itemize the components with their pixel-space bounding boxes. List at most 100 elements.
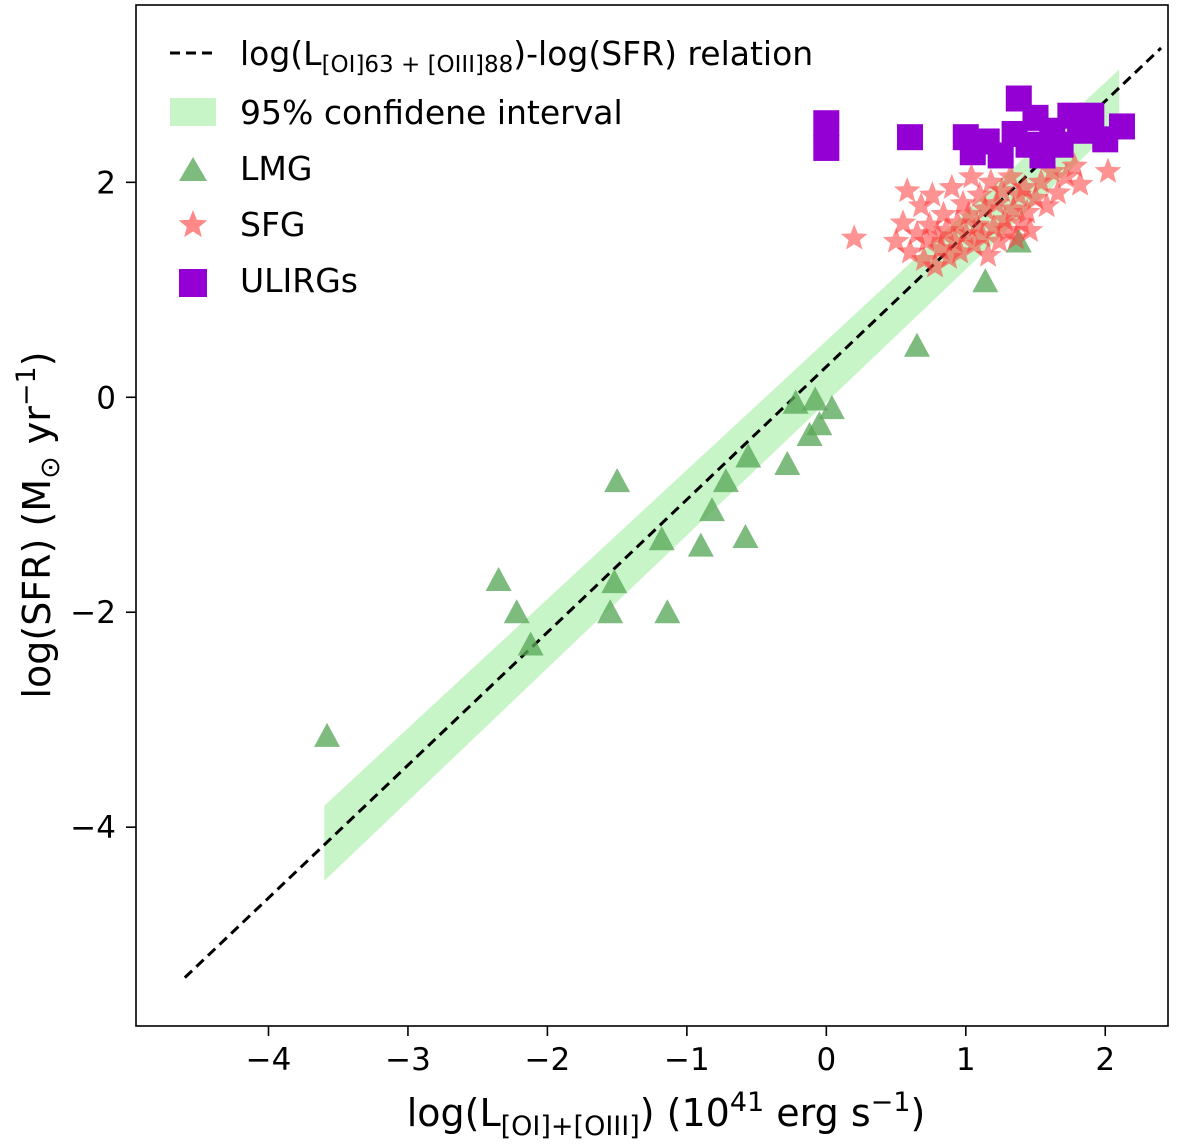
sfg-point xyxy=(1011,173,1038,199)
y-tick-label: 0 xyxy=(96,380,116,416)
sfg-point xyxy=(988,176,1016,203)
lmg-point xyxy=(782,389,809,414)
sfg-point xyxy=(938,173,966,199)
lmg-point xyxy=(604,468,631,493)
legend-lmg-swatch xyxy=(179,157,207,181)
y-axis-label: log(SFR) (M⊙ yr−1) xyxy=(11,351,66,698)
x-tick-label: −4 xyxy=(246,1042,292,1078)
sfg-point xyxy=(941,227,968,253)
sfg-point xyxy=(893,176,921,203)
sfg-point xyxy=(889,209,917,235)
x-tick-label: −2 xyxy=(525,1042,571,1078)
sfg-point xyxy=(1033,192,1060,218)
sfg-point xyxy=(935,243,963,269)
sfg-point xyxy=(999,195,1027,221)
sfg-point xyxy=(1027,168,1055,194)
x-axis-ticks: −4 −3 −2 −1 0 1 2 xyxy=(246,1026,1115,1078)
y-tick-label: −2 xyxy=(70,595,116,631)
lmg-point xyxy=(972,268,999,293)
lmg-point xyxy=(597,599,624,624)
y-tick-label: 2 xyxy=(96,165,116,201)
sfg-point xyxy=(907,192,935,218)
confidence-band xyxy=(324,69,1120,881)
lmg-point xyxy=(601,569,628,594)
sfg-point xyxy=(1094,157,1122,183)
x-tick-label: 2 xyxy=(1095,1042,1115,1078)
legend-lmg-text: LMG xyxy=(240,149,312,188)
sfg-point xyxy=(1061,152,1088,178)
sfg-point xyxy=(882,227,910,253)
sfg-point xyxy=(980,213,1007,239)
lmg-point xyxy=(802,386,829,411)
sfg-point xyxy=(903,219,931,246)
x-tick-label: −3 xyxy=(385,1042,431,1078)
sfg-series-layer xyxy=(840,152,1122,278)
sfg-point xyxy=(985,227,1013,253)
legend-band-swatch xyxy=(170,98,216,126)
legend-ulirgs-text: ULIRGs xyxy=(240,261,358,300)
sfg-point xyxy=(974,241,1002,267)
sfg-point xyxy=(972,195,999,221)
sfg-point xyxy=(896,238,924,264)
sfg-point xyxy=(1044,179,1072,205)
x-tick-label: 1 xyxy=(956,1042,976,1078)
lmg-point xyxy=(517,631,544,656)
ulirgs-point xyxy=(897,124,923,151)
ulirgs-point xyxy=(1078,102,1105,129)
lmg-point xyxy=(712,468,739,493)
x-axis-label: log(L[OI]+[OIII]) (1041 erg s−1) xyxy=(407,1087,926,1142)
sfg-point xyxy=(1013,198,1041,224)
sfg-point xyxy=(919,181,946,207)
sfg-point xyxy=(960,230,988,256)
sfg-point xyxy=(916,211,943,237)
sfg-point xyxy=(930,200,957,226)
sfg-point xyxy=(1002,224,1030,250)
sfg-point xyxy=(955,200,982,226)
sfg-point xyxy=(966,181,993,207)
sfg-point xyxy=(952,219,980,246)
sfg-point xyxy=(944,209,971,235)
sfg-point xyxy=(994,216,1021,242)
sfg-point xyxy=(924,222,952,248)
y-tick-label: −4 xyxy=(70,810,116,846)
sfg-point xyxy=(958,163,985,189)
legend-ulirgs-swatch xyxy=(179,269,207,297)
sfg-point xyxy=(1052,163,1080,189)
sfg-point xyxy=(946,238,974,264)
sfg-point xyxy=(969,222,996,248)
sfg-point xyxy=(840,224,868,250)
lmg-point xyxy=(774,450,801,475)
lmg-point xyxy=(903,332,930,357)
lmg-point xyxy=(735,443,762,468)
confidence-band-layer xyxy=(324,69,1120,881)
lmg-point xyxy=(698,497,725,522)
ulirgs-point xyxy=(1108,113,1135,140)
y-axis-ticks: 2 0 −2 −4 xyxy=(70,165,136,846)
sfg-point xyxy=(949,189,977,216)
sfg-point xyxy=(913,227,940,253)
sfg-point xyxy=(921,252,949,278)
ulirgs-point xyxy=(813,110,840,137)
sfg-point xyxy=(1016,216,1044,242)
ulirgs-point xyxy=(813,134,840,161)
lmg-point xyxy=(314,722,341,747)
lmg-point xyxy=(818,395,845,420)
legend-sfg-swatch xyxy=(178,210,208,238)
lmg-point xyxy=(503,599,530,624)
lmg-series-layer xyxy=(314,228,1032,747)
lmg-point xyxy=(654,599,681,624)
legend-relation-text: log(L[OI]63 + [OIII]88)-log(SFR) relatio… xyxy=(240,34,813,78)
legend: log(L[OI]63 + [OIII]88)-log(SFR) relatio… xyxy=(170,34,813,300)
lmg-point xyxy=(648,526,675,551)
x-tick-label: −1 xyxy=(664,1042,710,1078)
lmg-point xyxy=(732,523,759,549)
lmg-point xyxy=(485,566,512,592)
sfg-point xyxy=(910,245,938,271)
sfg-point xyxy=(1066,170,1094,196)
legend-band-text: 95% confidene interval xyxy=(240,93,623,132)
sfg-point xyxy=(963,211,991,237)
sfg-point xyxy=(977,168,1005,194)
lmg-point xyxy=(687,532,714,557)
sfg-point xyxy=(932,216,960,242)
sfg-point xyxy=(927,235,954,261)
